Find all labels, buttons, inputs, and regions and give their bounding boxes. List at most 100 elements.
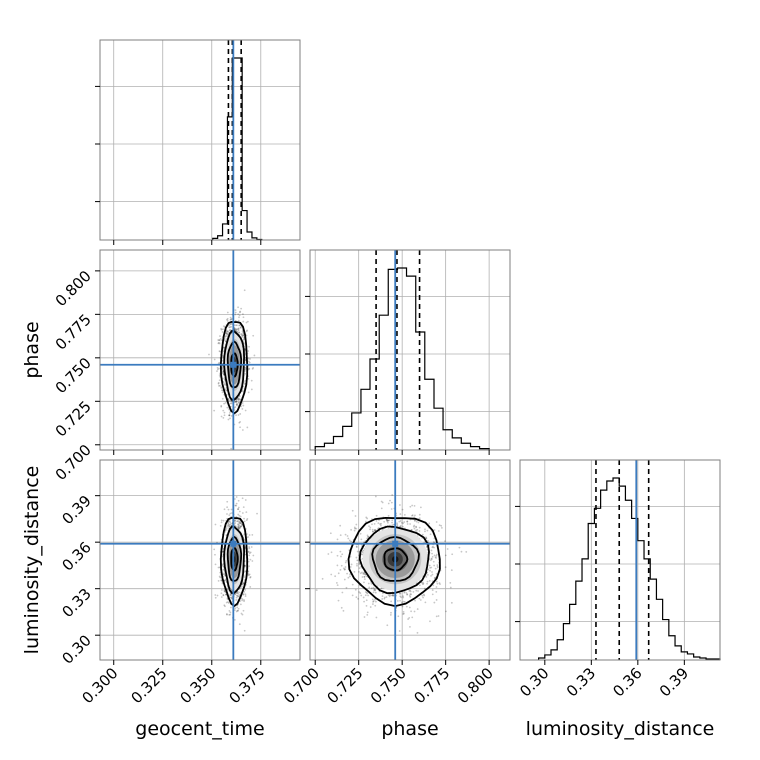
scatter-point	[238, 397, 241, 400]
scatter-point	[374, 528, 376, 531]
scatter-point	[226, 330, 228, 333]
scatter-point	[239, 522, 242, 525]
scatter-point	[240, 612, 243, 615]
scatter-point	[397, 615, 400, 618]
scatter-point	[223, 339, 226, 342]
scatter-point	[359, 592, 362, 594]
scatter-point	[241, 599, 244, 602]
scatter-point	[435, 553, 438, 556]
scatter-point	[242, 316, 245, 319]
scatter-point	[344, 533, 347, 536]
scatter-point	[239, 413, 242, 415]
scatter-point	[327, 553, 330, 555]
histogram-panel-geocent-time	[95, 39, 301, 245]
scatter-point	[237, 329, 240, 332]
scatter-point	[253, 354, 256, 357]
x-tick-label-phase: 0.725	[323, 664, 366, 707]
scatter-point	[224, 382, 227, 385]
scatter-point	[221, 389, 223, 392]
scatter-point	[425, 536, 427, 539]
scatter-point	[246, 426, 249, 429]
scatter-point	[429, 533, 432, 536]
scatter-point	[243, 600, 245, 603]
scatter-point	[365, 516, 368, 519]
scatter-point	[221, 555, 224, 558]
scatter-point	[425, 537, 428, 540]
scatter-point	[244, 372, 246, 375]
scatter-point	[372, 600, 374, 603]
scatter-point	[221, 331, 224, 333]
scatter-point	[366, 611, 369, 614]
scatter-point	[229, 328, 232, 331]
scatter-point	[222, 594, 225, 596]
contour-line	[219, 516, 249, 608]
scatter-point	[228, 412, 231, 414]
scatter-point	[409, 590, 412, 593]
scatter-point	[238, 314, 241, 317]
x-tick-label-phase: 0.800	[454, 664, 497, 707]
scatter-point	[236, 403, 239, 405]
scatter-point	[245, 519, 248, 522]
scatter-point	[213, 548, 216, 551]
scatter-point	[246, 518, 249, 520]
scatter-point	[373, 589, 376, 591]
scatter-point	[239, 603, 242, 606]
scatter-point	[426, 529, 429, 532]
scatter-point	[346, 535, 349, 537]
scatter-point	[225, 527, 228, 530]
x-tick-label-phase: 0.775	[410, 664, 453, 707]
scatter-point	[249, 576, 252, 579]
scatter-point	[362, 572, 365, 575]
scatter-point	[387, 594, 390, 597]
scatter-point	[229, 521, 232, 524]
scatter-point	[411, 504, 414, 507]
scatter-point	[233, 619, 236, 621]
scatter-point	[241, 334, 244, 337]
scatter-point	[356, 559, 359, 562]
scatter-point	[350, 528, 352, 531]
scatter-point	[431, 546, 434, 549]
scatter-point	[373, 588, 376, 590]
scatter-point	[419, 599, 422, 601]
scatter-point	[242, 593, 245, 595]
scatter-point	[222, 547, 225, 550]
scatter-point	[409, 523, 411, 525]
scatter-point	[361, 553, 363, 556]
x-tick-label-luminosity-distance: 0.36	[609, 664, 645, 700]
scatter-point	[336, 584, 339, 586]
scatter-point	[354, 515, 357, 517]
scatter-point	[424, 530, 426, 533]
scatter-point	[396, 525, 399, 528]
scatter-point	[435, 521, 438, 523]
scatter-point	[389, 594, 392, 597]
scatter-point	[408, 590, 411, 592]
scatter-point	[391, 524, 394, 527]
scatter-point	[411, 616, 414, 619]
scatter-point	[336, 554, 339, 557]
scatter-point	[374, 588, 377, 591]
scatter-point	[424, 601, 427, 604]
scatter-point	[224, 605, 226, 608]
scatter-point	[402, 522, 405, 525]
scatter-point	[375, 514, 378, 517]
scatter-point	[371, 530, 374, 533]
scatter-point	[381, 598, 384, 600]
scatter-point	[403, 612, 405, 615]
scatter-point	[366, 517, 369, 520]
scatter-point	[377, 522, 380, 525]
scatter-point	[341, 591, 344, 594]
scatter-point	[433, 529, 436, 531]
scatter-point	[372, 586, 375, 589]
scatter-point	[252, 334, 255, 337]
scatter-point	[225, 318, 228, 321]
scatter-point	[237, 414, 240, 416]
scatter-point	[248, 546, 251, 548]
scatter-point	[241, 613, 244, 616]
panel-content	[100, 460, 300, 660]
scatter-point	[241, 497, 244, 500]
scatter-point	[343, 578, 346, 581]
scatter-point	[336, 564, 339, 567]
scatter-point	[218, 384, 220, 387]
scatter-point	[230, 594, 233, 597]
scatter-point	[406, 593, 409, 596]
